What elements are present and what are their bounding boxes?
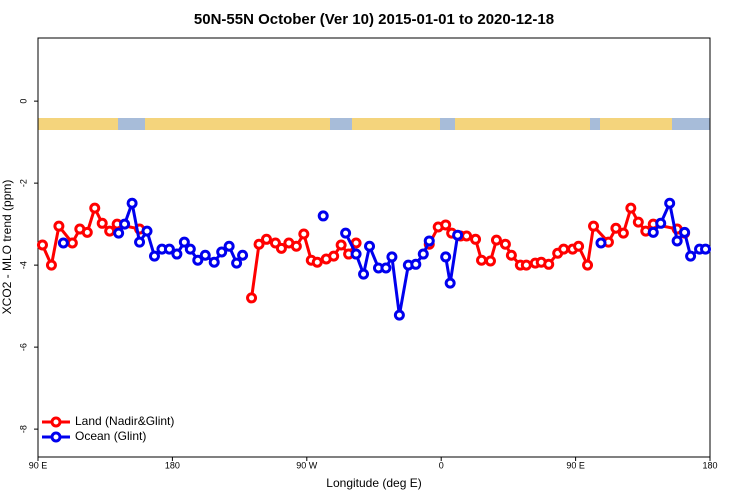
point: [632, 216, 644, 228]
point: [499, 238, 511, 250]
point: [141, 225, 153, 237]
point: [36, 239, 48, 251]
x-tick-label: 90 E: [29, 460, 48, 470]
y-tick-label: 0: [18, 99, 28, 104]
point: [192, 254, 204, 266]
x-axis-label: Longitude (deg E): [326, 476, 421, 490]
point: [423, 235, 435, 247]
point: [444, 277, 456, 289]
legend-label: Land (Nadir&Glint): [75, 414, 174, 428]
point: [647, 226, 659, 238]
point: [53, 220, 65, 232]
point: [543, 258, 555, 270]
point: [45, 259, 57, 271]
point: [440, 251, 452, 263]
point: [588, 220, 600, 232]
point: [350, 248, 362, 260]
point: [317, 210, 329, 222]
point: [520, 259, 532, 271]
point: [393, 309, 405, 321]
point: [178, 236, 190, 248]
point: [573, 240, 585, 252]
chart-title: 50N-55N October (Ver 10) 2015-01-01 to 2…: [194, 11, 554, 28]
point: [298, 228, 310, 240]
point: [199, 249, 211, 261]
x-tick-label: 0: [439, 460, 444, 470]
point: [655, 217, 667, 229]
point: [290, 240, 302, 252]
point: [57, 237, 69, 249]
x-tick-label: 90 E: [566, 460, 585, 470]
point: [679, 226, 691, 238]
land-ocean-strip: [38, 118, 710, 130]
point: [410, 258, 422, 270]
point: [476, 254, 488, 266]
legend-label: Ocean (Glint): [75, 429, 146, 443]
point: [104, 225, 116, 237]
point: [216, 246, 228, 258]
point: [89, 202, 101, 214]
point: [275, 242, 287, 254]
point: [126, 197, 138, 209]
legend-marker: [50, 431, 62, 443]
point: [484, 255, 496, 267]
point: [335, 239, 347, 251]
point: [184, 243, 196, 255]
series-line: [41, 204, 686, 299]
point: [617, 227, 629, 239]
x-tick-label: 180: [165, 460, 180, 470]
point: [625, 202, 637, 214]
point: [364, 240, 376, 252]
point: [237, 249, 249, 261]
point: [490, 234, 502, 246]
point: [253, 238, 265, 250]
series-line: [117, 197, 706, 316]
y-tick-label: -4: [18, 261, 28, 269]
point: [440, 219, 452, 231]
point: [671, 235, 683, 247]
point: [260, 233, 272, 245]
point: [119, 218, 131, 230]
point: [595, 237, 607, 249]
y-tick-label: -2: [18, 179, 28, 187]
y-axis-label: XCO2 - MLO trend (ppm): [0, 180, 14, 315]
point: [558, 243, 570, 255]
point: [386, 251, 398, 263]
y-tick-label: -6: [18, 343, 28, 351]
point: [380, 262, 392, 274]
legend-marker: [50, 416, 62, 428]
point: [664, 197, 676, 209]
point: [452, 229, 464, 241]
point: [246, 292, 258, 304]
point: [163, 243, 175, 255]
point: [610, 222, 622, 234]
point: [461, 230, 473, 242]
point: [148, 250, 160, 262]
point: [700, 243, 712, 255]
point: [81, 226, 93, 238]
point: [685, 250, 697, 262]
point: [208, 256, 220, 268]
y-tick-label: -8: [18, 425, 28, 433]
point: [223, 240, 235, 252]
point: [66, 237, 78, 249]
point: [134, 236, 146, 248]
point: [171, 248, 183, 260]
point: [328, 250, 340, 262]
point: [358, 268, 370, 280]
point: [231, 257, 243, 269]
point: [582, 259, 594, 271]
point: [96, 217, 108, 229]
legend: Land (Nadir&Glint) Ocean (Glint): [42, 414, 174, 443]
point: [417, 248, 429, 260]
x-tick-label: 180: [702, 460, 717, 470]
point: [311, 256, 323, 268]
x-tick-label: 90 W: [296, 460, 318, 470]
point: [470, 233, 482, 245]
point: [340, 227, 352, 239]
point: [505, 249, 517, 261]
point: [113, 227, 125, 239]
